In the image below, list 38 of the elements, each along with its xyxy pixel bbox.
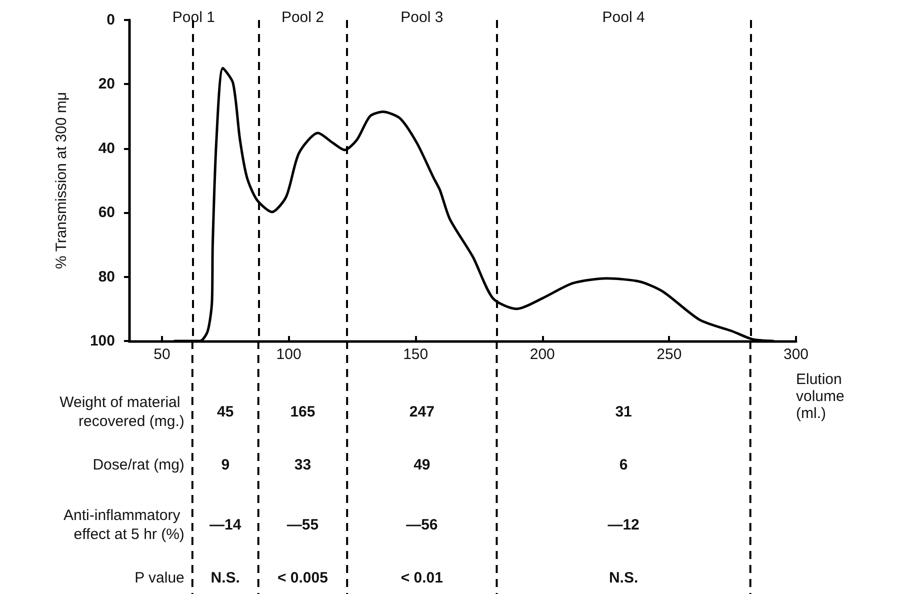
y-tick-label: 80 [98, 268, 115, 286]
y-tick-label: 100 [90, 332, 115, 350]
text: 9 [221, 456, 230, 474]
text: —55 [286, 516, 319, 534]
text: 247 [409, 404, 434, 420]
text: —14 [210, 516, 242, 534]
y-tick-label: 0 [106, 12, 115, 28]
text: N.S. [608, 570, 638, 586]
annotation: Pool 4 [602, 9, 645, 26]
text: 45 [217, 404, 234, 420]
y-tick-label: 20 [98, 76, 115, 93]
text: Dose/rat (mg) [92, 456, 184, 474]
annotation: Pool 2 [281, 9, 324, 26]
annotation: Pool 3 [400, 9, 444, 26]
text: Weight of material recovered (mg.) [60, 394, 184, 430]
x-tick-label: 300 [783, 346, 809, 363]
x-tick-label: 50 [154, 346, 170, 363]
text: —12 [608, 516, 640, 534]
y-tick-label: 60 [98, 204, 115, 222]
x-tick-label: 200 [530, 346, 555, 363]
y-tick-label: 40 [98, 140, 115, 157]
x-tick-label: 100 [276, 346, 302, 363]
x-axis-title: Elution volume (ml.) [796, 371, 849, 422]
text: < 0.005 [277, 570, 328, 586]
annotation: Pool 1 [172, 9, 215, 26]
text: N.S. [210, 570, 240, 586]
x-tick-label: 250 [656, 346, 682, 363]
text: P value [134, 570, 184, 586]
x-tick-label: 150 [403, 346, 428, 363]
text: 31 [615, 404, 632, 420]
y-axis-title: % Transmission at 300 mμ [53, 92, 70, 270]
text: Anti-inflammatory effect at 5 hr (%) [64, 507, 184, 543]
text: < 0.01 [400, 570, 443, 586]
text: 33 [294, 456, 312, 474]
text: —56 [406, 516, 438, 534]
text: 165 [290, 404, 316, 420]
text: 6 [619, 456, 628, 474]
text: 49 [414, 456, 430, 474]
